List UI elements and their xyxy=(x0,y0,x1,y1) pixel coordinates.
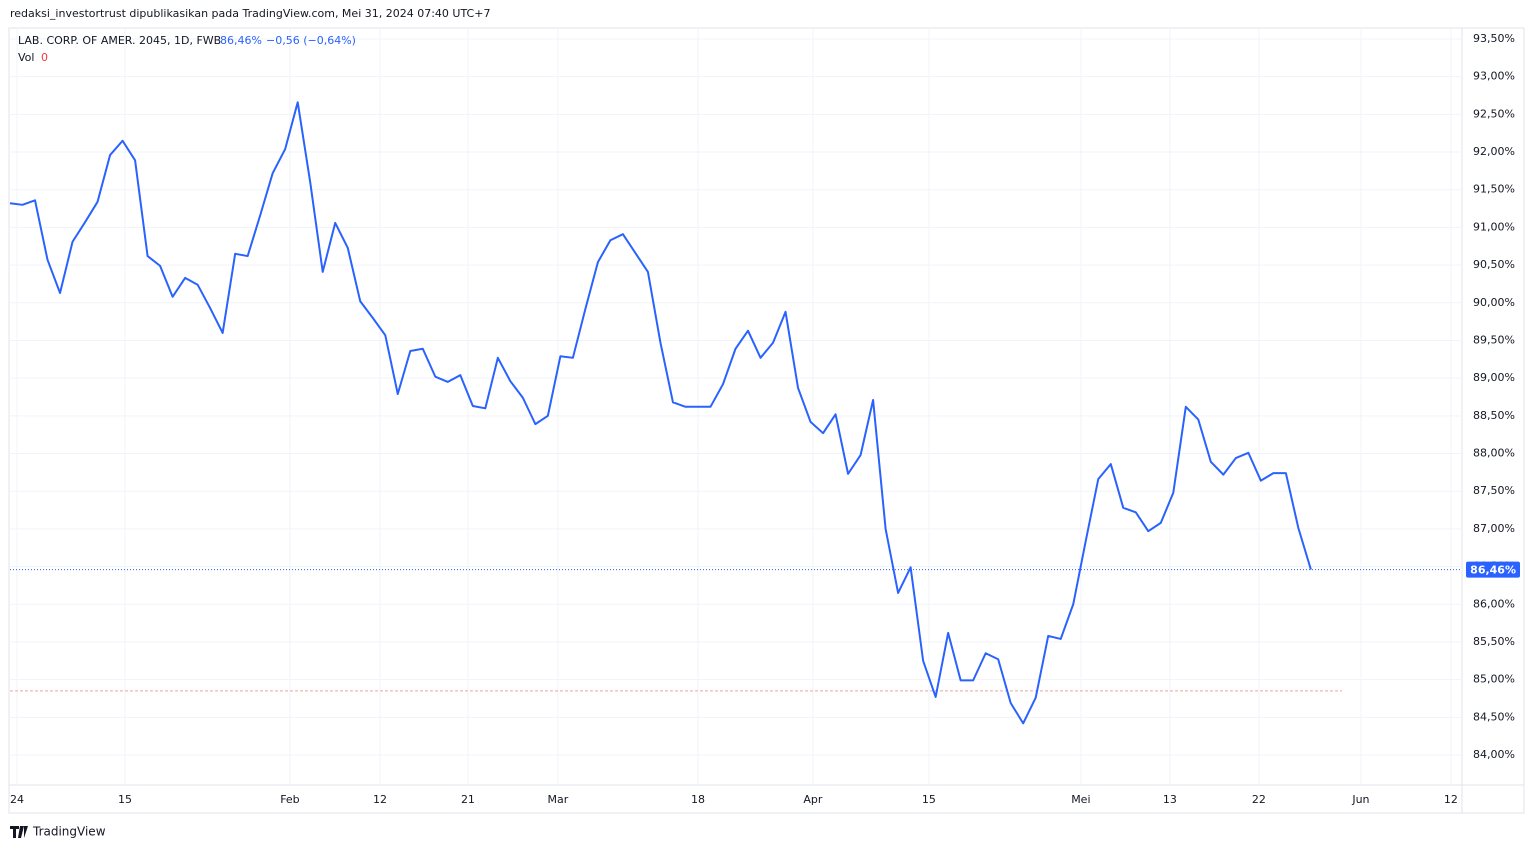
y-tick-label: 90,00% xyxy=(1473,296,1515,309)
y-tick-label: 89,50% xyxy=(1473,333,1515,346)
x-tick-label: 21 xyxy=(461,793,475,806)
y-tick-label: 93,50% xyxy=(1473,32,1515,45)
frame xyxy=(8,27,1525,814)
y-tick-label: 91,00% xyxy=(1473,220,1515,233)
legend-change: −0,56 (−0,64%) xyxy=(266,34,356,47)
y-tick-label: 93,00% xyxy=(1473,70,1515,83)
last-price-label: 86,46% xyxy=(1470,564,1516,577)
y-tick-label: 92,00% xyxy=(1473,145,1515,158)
y-tick-label: 92,50% xyxy=(1473,107,1515,120)
x-tick-label: Jun xyxy=(1351,793,1369,806)
plot xyxy=(9,101,1462,725)
y-tick-label: 91,50% xyxy=(1473,183,1515,196)
y-tick-label: 85,50% xyxy=(1473,635,1515,648)
y-tick-label: 87,00% xyxy=(1473,522,1515,535)
legend-last: 86,46% xyxy=(220,34,262,47)
y-tick-label: 84,00% xyxy=(1473,748,1515,761)
brand: TradingView xyxy=(32,825,106,839)
x-tick-label: 13 xyxy=(1163,793,1177,806)
x-tick-label: Mei xyxy=(1071,793,1090,806)
labels: 84,00%84,50%85,00%85,50%86,00%86,50%87,0… xyxy=(10,32,1520,806)
last-price-box xyxy=(1466,561,1520,578)
y-tick-label: 84,50% xyxy=(1473,710,1515,723)
y-tick-label: 85,00% xyxy=(1473,673,1515,686)
price-line xyxy=(9,101,1312,725)
y-tick-label: 90,50% xyxy=(1473,258,1515,271)
x-tick-label: 18 xyxy=(691,793,705,806)
x-tick-label: Feb xyxy=(280,793,299,806)
x-tick-label: 24 xyxy=(10,793,24,806)
y-tick-label: 86,00% xyxy=(1473,597,1515,610)
volume-label: Vol xyxy=(18,51,34,64)
grid xyxy=(9,28,1462,785)
x-tick-label: 15 xyxy=(118,793,132,806)
header: redaksi_investortrust dipublikasikan pad… xyxy=(10,7,490,20)
y-tick-label: 87,50% xyxy=(1473,484,1515,497)
x-tick-label: 22 xyxy=(1252,793,1266,806)
y-tick-label: 89,00% xyxy=(1473,371,1515,384)
y-tick-label: 88,50% xyxy=(1473,409,1515,422)
x-tick-label: 12 xyxy=(373,793,387,806)
x-tick-label: Apr xyxy=(803,793,823,806)
volume-value: 0 xyxy=(41,51,48,64)
x-tick-label: Mar xyxy=(547,793,568,806)
legend-symbol: LAB. CORP. OF AMER. 2045, 1D, FWB xyxy=(18,34,221,47)
brand-logo xyxy=(10,826,28,838)
x-tick-label: 15 xyxy=(922,793,936,806)
y-tick-label: 88,00% xyxy=(1473,447,1515,460)
x-tick-label: 12 xyxy=(1444,793,1458,806)
